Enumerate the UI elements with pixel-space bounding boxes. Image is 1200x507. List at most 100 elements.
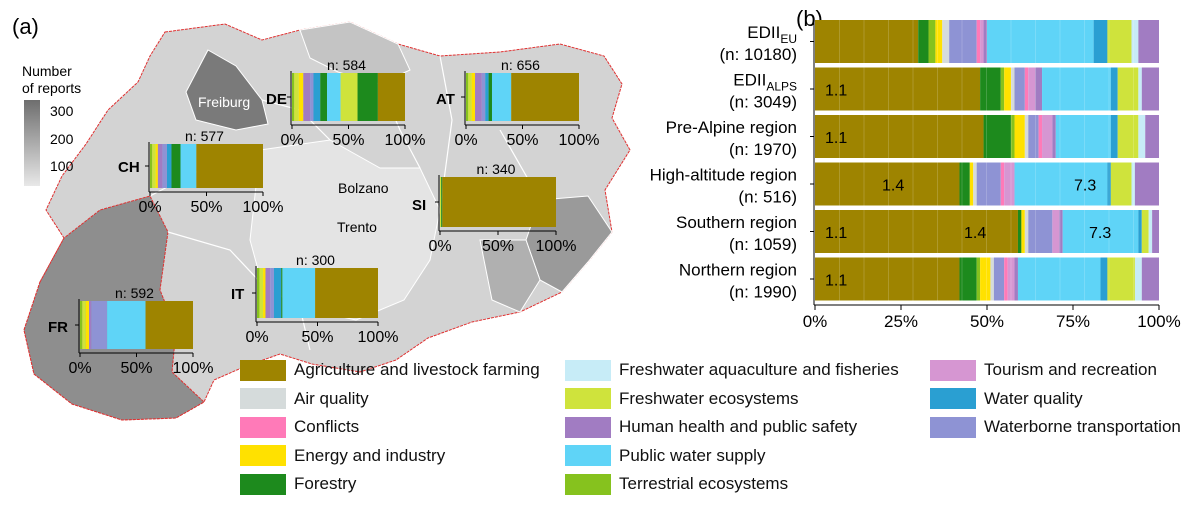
- bar-annotation-6: 1.4: [964, 225, 986, 242]
- legend-label: Energy and industry: [294, 445, 446, 465]
- legend-item-waterborne-transportation: Waterborne transportation: [930, 415, 1181, 439]
- country-code-si: SI: [412, 197, 426, 214]
- bar-segment-6-14: [1141, 257, 1159, 301]
- place-label-bolzano: Bolzano: [338, 180, 389, 196]
- bar-segment-4-1: [815, 162, 960, 206]
- legend-item-air-quality: Air quality: [240, 387, 369, 411]
- bar-segment-6-13: [1134, 257, 1142, 301]
- row-n-label-6: (n: 1990): [729, 283, 797, 302]
- bar-segment-3-2: [983, 115, 1012, 158]
- bar-segment-2-12: [1117, 67, 1139, 111]
- inset-bar-it-5: [270, 268, 274, 318]
- legend-item-forestry: Forestry: [240, 472, 356, 496]
- inset-x-tick-label: 100%: [173, 360, 214, 377]
- row-label-6: Northern region: [679, 261, 797, 280]
- bar-segment-4-14: [1134, 162, 1159, 206]
- bar-segment-5-1: [815, 210, 1018, 253]
- bar-segment-4-10: [1014, 162, 1108, 206]
- legend-swatch: [565, 473, 611, 495]
- bar-segment-1-5: [942, 20, 950, 63]
- bar-segment-5-5: [1024, 210, 1029, 253]
- legend-swatch: [565, 416, 611, 438]
- inset-bar-ch-8: [180, 144, 197, 188]
- inset-bar-it-11: [315, 268, 378, 318]
- bar-segment-1-11: [1093, 20, 1108, 63]
- bar-segment-4-5: [973, 162, 977, 206]
- inset-bar-fr-3: [85, 301, 90, 349]
- bar-segment-4-13: [1131, 162, 1135, 206]
- bar-segment-1-1: [815, 20, 919, 63]
- legend-label: Freshwater aquaculture and fisheries: [619, 360, 899, 379]
- bar-segment-5-12: [1141, 210, 1149, 253]
- country-code-de: DE: [266, 91, 287, 108]
- inset-bar-at-1: [466, 73, 469, 121]
- bar-segment-6-5: [990, 257, 994, 301]
- row-n-label-1: (n: 10180): [720, 45, 798, 64]
- bar-annotation-1: 1.1: [825, 83, 847, 100]
- bar-annotation-7: 7.3: [1089, 225, 1111, 242]
- legend-item-public-water-supply: Public water supply: [565, 444, 765, 468]
- row-n-label-3: (n: 1970): [729, 140, 797, 159]
- inset-bar-at-8: [491, 73, 512, 121]
- bar-segment-1-4: [935, 20, 943, 63]
- bar-segment-6-4: [980, 257, 991, 301]
- bar-segment-1-8: [980, 20, 984, 63]
- country-code-it: IT: [231, 286, 244, 303]
- inset-x-tick-label: 100%: [243, 199, 284, 216]
- bar-segment-1-6: [949, 20, 977, 63]
- inset-x-tick-label: 0%: [280, 132, 303, 149]
- bar-segment-6-12: [1107, 257, 1135, 301]
- legend-swatch: [240, 416, 286, 438]
- legend-swatch: [930, 416, 976, 438]
- inset-bar-it-6: [273, 268, 282, 318]
- inset-x-tick-label: 100%: [358, 329, 399, 346]
- inset-x-tick-label: 100%: [385, 132, 426, 149]
- inset-bar-ch-3: [155, 144, 158, 188]
- inset-n-label-si: n: 340: [477, 161, 516, 177]
- colorbar-tick-300: 300: [50, 103, 74, 119]
- bar-segment-5-11: [1138, 210, 1142, 253]
- x-tick-label-4: 75%: [1056, 312, 1090, 331]
- inset-bar-de-6: [313, 73, 321, 121]
- legend-swatch: [565, 445, 611, 466]
- panel-a-label: (a): [12, 14, 39, 39]
- inset-bar-ch-4: [157, 144, 163, 188]
- legend-swatch: [565, 359, 611, 381]
- inset-x-tick-label: 50%: [120, 360, 152, 377]
- row-label-4: High-altitude region: [650, 166, 797, 185]
- inset-bar-si-7: [441, 177, 443, 227]
- row-n-label-5: (n: 1059): [729, 235, 797, 254]
- inset-bar-it-7: [281, 268, 283, 318]
- bar-segment-2-10: [1042, 67, 1111, 111]
- bar-segment-4-6: [976, 162, 1001, 206]
- inset-bar-at-6: [485, 73, 489, 121]
- bar-segment-4-4: [969, 162, 974, 206]
- bar-segment-4-7: [1000, 162, 1005, 206]
- row-label-3: Pre-Alpine region: [666, 118, 797, 137]
- row-label-2: EDIIALPS: [733, 71, 797, 94]
- bar-segment-6-8: [1007, 257, 1015, 301]
- bar-segment-2-14: [1141, 67, 1159, 111]
- bar-segment-1-14: [1138, 20, 1159, 63]
- inset-x-tick-label: 0%: [454, 132, 477, 149]
- colorbar-title-line2: of reports: [22, 80, 81, 96]
- inset-bar-ch-11: [196, 144, 263, 188]
- x-tick-label-1: 0%: [803, 312, 828, 331]
- inset-bar-ch-7: [171, 144, 181, 188]
- bar-segment-5-9: [1059, 210, 1063, 253]
- bar-annotation-4: 7.3: [1074, 178, 1096, 195]
- bar-segment-2-7: [1024, 67, 1029, 111]
- inset-bar-it-2: [259, 268, 264, 318]
- bar-segment-6-10: [1017, 257, 1101, 301]
- legend: Agriculture and livestock farming Air qua…: [240, 358, 1200, 503]
- bar-annotation-5: 1.1: [825, 225, 847, 242]
- map-region-freiburg: [185, 49, 269, 131]
- inset-x-tick-label: 0%: [245, 329, 268, 346]
- inset-bar-de-9: [340, 73, 358, 121]
- inset-bar-fr-5: [91, 301, 108, 349]
- inset-bar-de-11: [377, 73, 405, 121]
- colorbar-title-line1: Number: [22, 63, 72, 79]
- bar-segment-3-12: [1117, 115, 1139, 158]
- bar-segment-6-7: [1004, 257, 1008, 301]
- bar-segment-2-6: [1014, 67, 1025, 111]
